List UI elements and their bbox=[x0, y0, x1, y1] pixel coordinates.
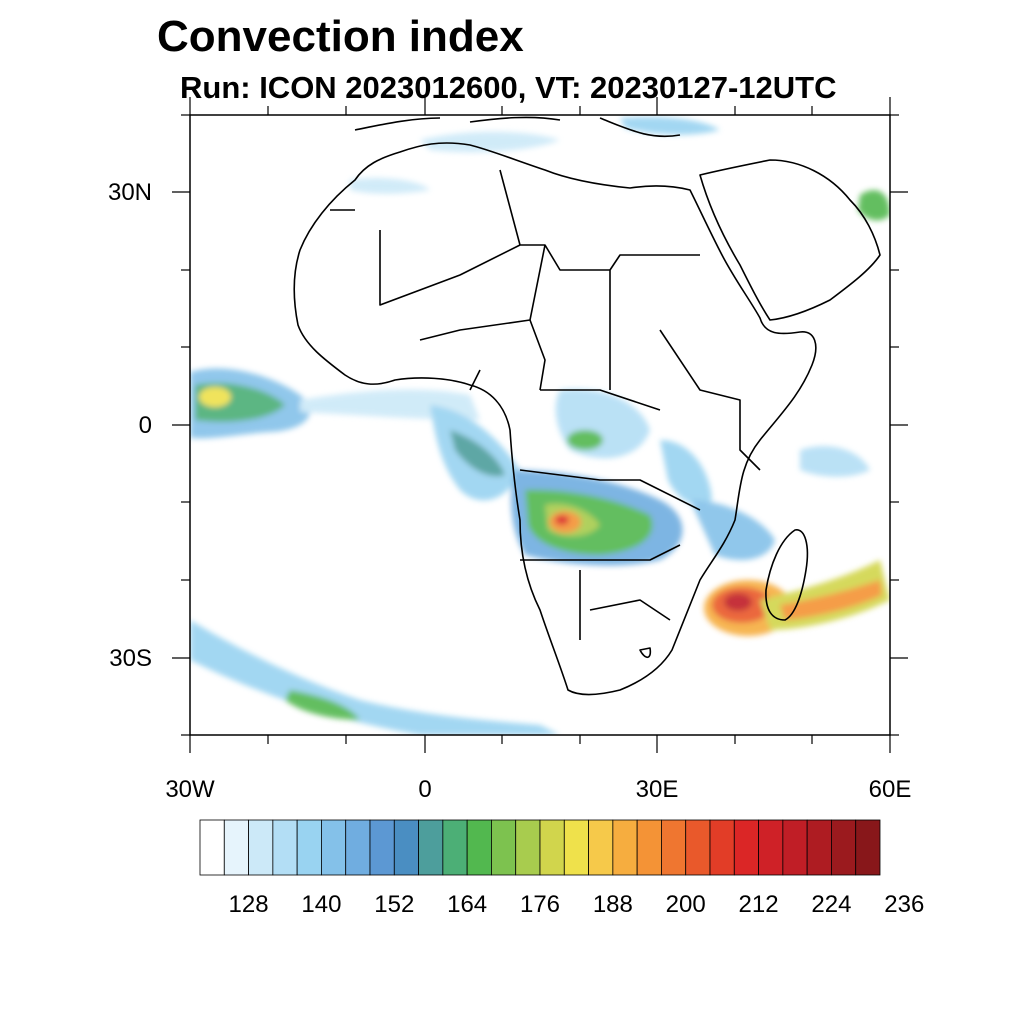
colorbar-swatch bbox=[831, 819, 857, 876]
colorbar-swatch bbox=[709, 819, 735, 876]
colorbar-swatch bbox=[223, 819, 249, 876]
colorbar-swatch bbox=[733, 819, 759, 876]
coastlines bbox=[293, 116, 881, 696]
colorbar-tick-label: 176 bbox=[520, 891, 560, 918]
colorbar-tick-label: 140 bbox=[301, 891, 341, 918]
colorbar-tick-label: 224 bbox=[811, 891, 851, 918]
colorbar-swatch bbox=[418, 819, 444, 876]
colorbar-tick-label: 188 bbox=[593, 891, 633, 918]
lat-label-0: 0 bbox=[139, 412, 152, 439]
map-subtitle: Run: ICON 2023012600, VT: 20230127-12UTC bbox=[180, 70, 837, 105]
lon-label-0: 0 bbox=[418, 776, 431, 803]
colorbar-swatch bbox=[782, 819, 808, 876]
colorbar-swatch bbox=[563, 819, 589, 876]
colorbar-swatch bbox=[442, 819, 468, 876]
colorbar-tick-label: 236 bbox=[884, 891, 924, 918]
convection-field bbox=[190, 116, 890, 735]
colorbar-swatch bbox=[296, 819, 322, 876]
colorbar-tick-label: 152 bbox=[374, 891, 414, 918]
colorbar-swatch bbox=[588, 819, 614, 876]
colorbar-tick-label: 212 bbox=[739, 891, 779, 918]
colorbar-swatch bbox=[539, 819, 565, 876]
colorbar-swatch bbox=[806, 819, 832, 876]
colorbar-swatch bbox=[466, 819, 492, 876]
colorbar-swatch bbox=[321, 819, 347, 876]
colorbar-swatch bbox=[248, 819, 274, 876]
lat-label-30s: 30S bbox=[109, 645, 152, 672]
colorbar-swatch bbox=[636, 819, 662, 876]
colorbar-swatch bbox=[272, 819, 298, 876]
lon-label-30e: 30E bbox=[636, 776, 679, 803]
lon-label-30w: 30W bbox=[165, 776, 215, 803]
colorbar-swatch bbox=[515, 819, 541, 876]
colorbar-swatch bbox=[199, 819, 225, 876]
map-title: Convection index bbox=[157, 12, 524, 61]
colorbar-swatch bbox=[612, 819, 638, 876]
colorbar-swatch bbox=[685, 819, 711, 876]
colorbar-swatch bbox=[345, 819, 371, 876]
colorbar-swatch bbox=[393, 819, 419, 876]
colorbar-swatch bbox=[758, 819, 784, 876]
lat-label-30n: 30N bbox=[108, 179, 152, 206]
colorbar-tick-label: 200 bbox=[666, 891, 706, 918]
lon-label-60e: 60E bbox=[869, 776, 912, 803]
colorbar-swatch bbox=[855, 819, 881, 876]
colorbar-swatch bbox=[369, 819, 395, 876]
colorbar: 128 140 152 164 176 188 200 212 224 236 bbox=[199, 819, 924, 918]
colorbar-tick-label: 164 bbox=[447, 891, 487, 918]
colorbar-swatch bbox=[491, 819, 517, 876]
axis-ticks bbox=[172, 97, 908, 753]
colorbar-tick-label: 128 bbox=[229, 891, 269, 918]
colorbar-swatch bbox=[661, 819, 687, 876]
